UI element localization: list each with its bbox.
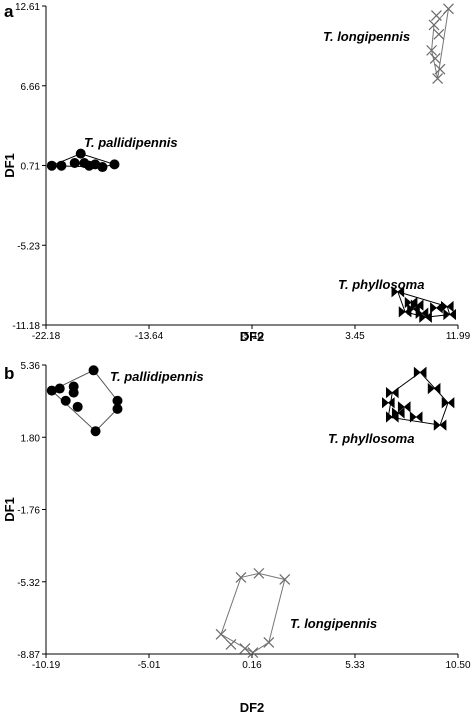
data-point	[391, 286, 405, 298]
panel-label: a	[4, 2, 14, 21]
y-tick-label: 0.71	[21, 162, 41, 173]
x-axis-label: DF2	[240, 329, 265, 344]
data-point	[413, 366, 427, 378]
series-label: T. longipennis	[290, 616, 377, 631]
x-tick-label: 0.16	[242, 660, 262, 671]
data-point	[279, 574, 291, 585]
convex-hull	[220, 572, 286, 654]
data-point	[68, 387, 79, 398]
data-point	[72, 401, 83, 412]
x-tick-label: 3.45	[345, 331, 365, 342]
data-point	[382, 397, 395, 409]
data-point	[440, 300, 454, 313]
data-point	[109, 159, 120, 170]
x-tick-label: 10.50	[445, 660, 470, 671]
data-point	[75, 148, 86, 159]
data-point	[432, 73, 444, 84]
y-tick-label: 6.66	[21, 82, 41, 93]
y-axis-label: DF1	[2, 497, 17, 522]
data-point	[443, 308, 456, 321]
panel-b: -10.19 -5.01 0.16 5.33 10.50 5.36 1.80 -1.76 -5.…	[2, 361, 471, 715]
data-point	[434, 63, 446, 75]
y-axis-label: DF1	[2, 153, 17, 178]
y-tick-label: -1.76	[17, 506, 40, 517]
data-point	[430, 302, 443, 314]
data-point	[69, 158, 80, 169]
x-tick-label: 11.99	[446, 331, 471, 342]
data-point	[253, 567, 265, 579]
data-point	[415, 307, 429, 319]
y-tick-label: -5.23	[17, 241, 40, 252]
panel-label: b	[4, 364, 14, 383]
data-point	[430, 10, 442, 21]
y-tick-label: 12.61	[15, 2, 40, 13]
data-point	[391, 407, 405, 419]
data-point	[409, 411, 423, 423]
data-point	[60, 395, 71, 406]
data-point	[443, 3, 454, 15]
data-point	[54, 383, 65, 394]
data-point	[90, 426, 101, 437]
data-point	[225, 639, 237, 650]
x-tick-label: 5.33	[345, 660, 365, 671]
y-tick-label: 1.80	[21, 433, 41, 444]
data-point	[397, 401, 411, 413]
data-point	[46, 385, 57, 396]
x-tick-label: -5.10	[241, 331, 264, 342]
data-point	[427, 382, 441, 395]
data-point	[441, 397, 455, 409]
data-point	[56, 160, 67, 171]
data-point	[112, 403, 123, 414]
y-tick-label: -8.87	[17, 650, 40, 661]
x-axis-label: DF2	[240, 700, 265, 715]
x-tick-label: -10.19	[32, 660, 61, 671]
data-point	[46, 160, 57, 171]
data-point	[112, 395, 123, 406]
data-point	[247, 647, 259, 659]
data-point	[433, 28, 445, 40]
series-label: T. phyllosoma	[338, 277, 424, 292]
series-label: T. phyllosoma	[328, 431, 414, 446]
data-point	[433, 419, 447, 431]
y-tick-label: -5.32	[17, 578, 40, 589]
data-point	[428, 19, 440, 31]
convex-hull	[397, 291, 451, 318]
y-tick-label: -11.18	[12, 321, 40, 332]
x-tick-label: -13.64	[135, 331, 164, 342]
series-label: T. pallidipennis	[110, 369, 204, 384]
series-label: T. longipennis	[323, 29, 410, 44]
data-point	[263, 636, 275, 648]
data-point	[385, 386, 399, 399]
x-tick-label: -5.01	[138, 660, 161, 671]
series-label: T. pallidipennis	[84, 135, 178, 150]
data-point	[88, 365, 99, 376]
data-point	[426, 44, 438, 56]
data-point	[97, 162, 108, 173]
data-point	[429, 53, 441, 64]
x-tick-label: -22.18	[32, 331, 61, 342]
data-point	[215, 628, 227, 640]
y-tick-label: 5.36	[21, 361, 41, 372]
data-point	[235, 572, 247, 583]
data-point	[239, 643, 251, 654]
panel-a: -22.18 -13.64 -5.10 3.45 11.99 12.61 6.66 0.71 -…	[2, 2, 471, 344]
